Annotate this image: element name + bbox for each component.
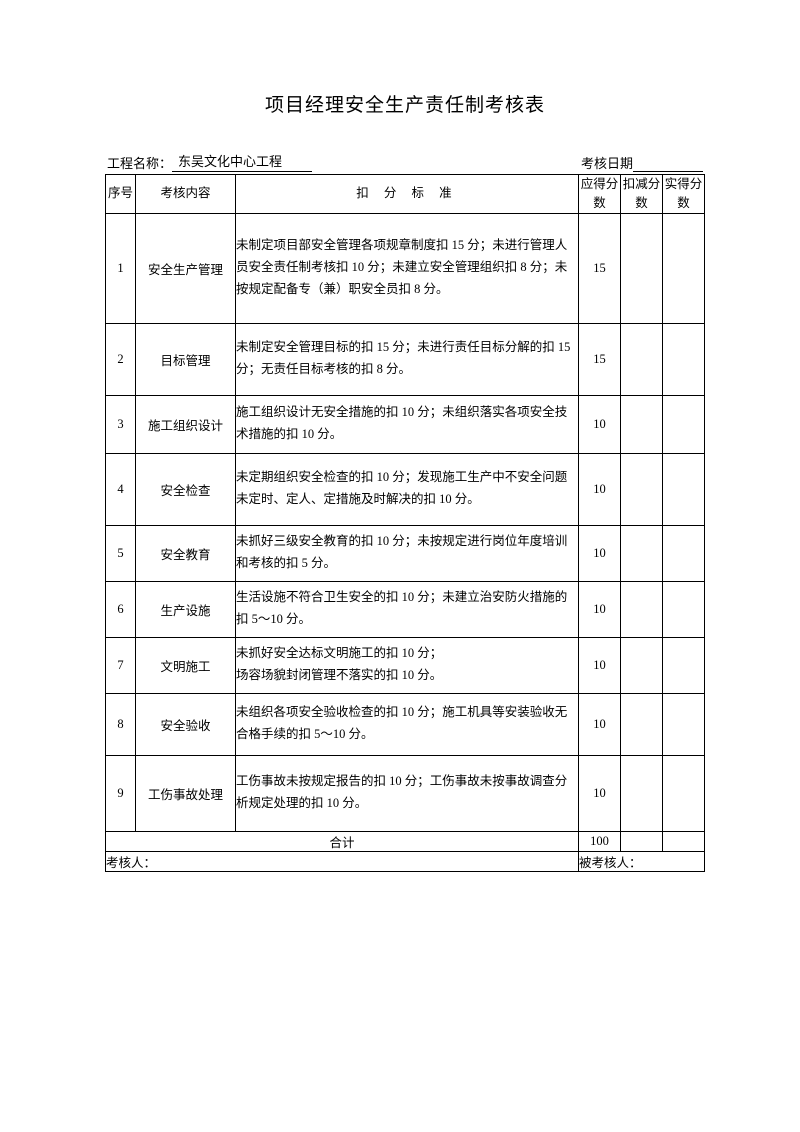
total-row: 合计 100 bbox=[106, 831, 705, 851]
item-cell: 工伤事故处理 bbox=[136, 755, 236, 831]
max-cell: 10 bbox=[579, 693, 621, 755]
item-cell: 安全生产管理 bbox=[136, 213, 236, 323]
header-ded: 扣减分数 bbox=[621, 175, 663, 214]
assessee-cell: 被考核人： bbox=[579, 851, 705, 871]
act-cell bbox=[663, 323, 705, 395]
act-cell bbox=[663, 637, 705, 693]
max-cell: 10 bbox=[579, 755, 621, 831]
act-cell bbox=[663, 693, 705, 755]
criteria-cell: 生活设施不符合卫生安全的扣 10 分；未建立治安防火措施的扣 5～10 分。 bbox=[236, 581, 579, 637]
ded-cell bbox=[621, 395, 663, 453]
ded-cell bbox=[621, 581, 663, 637]
table-row: 2目标管理未制定安全管理目标的扣 15 分；未进行责任目标分解的扣 15 分；无… bbox=[106, 323, 705, 395]
header-criteria: 扣 分 标 准 bbox=[236, 175, 579, 214]
total-label: 合计 bbox=[106, 831, 579, 851]
item-cell: 施工组织设计 bbox=[136, 395, 236, 453]
max-cell: 10 bbox=[579, 581, 621, 637]
ded-cell bbox=[621, 525, 663, 581]
seq-cell: 9 bbox=[106, 755, 136, 831]
seq-cell: 5 bbox=[106, 525, 136, 581]
criteria-cell: 未抓好三级安全教育的扣 10 分；未按规定进行岗位年度培训和考核的扣 5 分。 bbox=[236, 525, 579, 581]
max-cell: 10 bbox=[579, 453, 621, 525]
seq-cell: 8 bbox=[106, 693, 136, 755]
seq-cell: 7 bbox=[106, 637, 136, 693]
item-cell: 安全检查 bbox=[136, 453, 236, 525]
table-row: 4安全检查未定期组织安全检查的扣 10 分；发现施工生产中不安全问题未定时、定人… bbox=[106, 453, 705, 525]
max-cell: 10 bbox=[579, 395, 621, 453]
document-page: 项目经理安全生产责任制考核表 工程名称： 东吴文化中心工程 考核日期 序号 考核… bbox=[0, 0, 800, 932]
item-cell: 生产设施 bbox=[136, 581, 236, 637]
assess-date-label: 考核日期 bbox=[581, 153, 633, 172]
table-row: 7文明施工未抓好安全达标文明施工的扣 10 分；场容场貌封闭管理不落实的扣 10… bbox=[106, 637, 705, 693]
table-row: 8安全验收未组织各项安全验收检查的扣 10 分；施工机具等安装验收无合格手续的扣… bbox=[106, 693, 705, 755]
act-cell bbox=[663, 581, 705, 637]
act-cell bbox=[663, 213, 705, 323]
max-cell: 15 bbox=[579, 213, 621, 323]
table-body: 1安全生产管理未制定项目部安全管理各项规章制度扣 15 分；未进行管理人员安全责… bbox=[106, 213, 705, 831]
criteria-cell: 未制定项目部安全管理各项规章制度扣 15 分；未进行管理人员安全责任制考核扣 1… bbox=[236, 213, 579, 323]
assess-date-value bbox=[633, 159, 703, 172]
act-cell bbox=[663, 453, 705, 525]
signature-row: 考核人： 被考核人： bbox=[106, 851, 705, 871]
page-title: 项目经理安全生产责任制考核表 bbox=[105, 90, 705, 117]
ded-cell bbox=[621, 755, 663, 831]
total-value: 100 bbox=[579, 831, 621, 851]
criteria-cell: 未组织各项安全验收检查的扣 10 分；施工机具等安装验收无合格手续的扣 5～10… bbox=[236, 693, 579, 755]
header-item: 考核内容 bbox=[136, 175, 236, 214]
max-cell: 10 bbox=[579, 637, 621, 693]
total-ded-cell bbox=[621, 831, 663, 851]
item-cell: 安全教育 bbox=[136, 525, 236, 581]
assess-date-field: 考核日期 bbox=[581, 151, 703, 172]
table-row: 3施工组织设计施工组织设计无安全措施的扣 10 分；未组织落实各项安全技术措施的… bbox=[106, 395, 705, 453]
seq-cell: 3 bbox=[106, 395, 136, 453]
act-cell bbox=[663, 525, 705, 581]
header-seq: 序号 bbox=[106, 175, 136, 214]
table-header: 序号 考核内容 扣 分 标 准 应得分数 扣减分数 实得分数 bbox=[106, 175, 705, 214]
header-max: 应得分数 bbox=[579, 175, 621, 214]
seq-cell: 2 bbox=[106, 323, 136, 395]
criteria-cell: 未抓好安全达标文明施工的扣 10 分；场容场貌封闭管理不落实的扣 10 分。 bbox=[236, 637, 579, 693]
seq-cell: 6 bbox=[106, 581, 136, 637]
item-cell: 文明施工 bbox=[136, 637, 236, 693]
ded-cell bbox=[621, 453, 663, 525]
ded-cell bbox=[621, 213, 663, 323]
assessment-table: 序号 考核内容 扣 分 标 准 应得分数 扣减分数 实得分数 1安全生产管理未制… bbox=[105, 174, 705, 872]
project-name-value: 东吴文化中心工程 bbox=[172, 151, 312, 172]
criteria-cell: 施工组织设计无安全措施的扣 10 分；未组织落实各项安全技术措施的扣 10 分。 bbox=[236, 395, 579, 453]
ded-cell bbox=[621, 323, 663, 395]
criteria-cell: 工伤事故未按规定报告的扣 10 分；工伤事故未按事故调查分析规定处理的扣 10 … bbox=[236, 755, 579, 831]
table-row: 9工伤事故处理工伤事故未按规定报告的扣 10 分；工伤事故未按事故调查分析规定处… bbox=[106, 755, 705, 831]
criteria-cell: 未制定安全管理目标的扣 15 分；未进行责任目标分解的扣 15 分；无责任目标考… bbox=[236, 323, 579, 395]
act-cell bbox=[663, 755, 705, 831]
seq-cell: 1 bbox=[106, 213, 136, 323]
item-cell: 目标管理 bbox=[136, 323, 236, 395]
project-name-label: 工程名称： bbox=[107, 153, 172, 172]
ded-cell bbox=[621, 637, 663, 693]
criteria-cell: 未定期组织安全检查的扣 10 分；发现施工生产中不安全问题未定时、定人、定措施及… bbox=[236, 453, 579, 525]
max-cell: 15 bbox=[579, 323, 621, 395]
max-cell: 10 bbox=[579, 525, 621, 581]
assessor-cell: 考核人： bbox=[106, 851, 579, 871]
table-row: 6生产设施生活设施不符合卫生安全的扣 10 分；未建立治安防火措施的扣 5～10… bbox=[106, 581, 705, 637]
act-cell bbox=[663, 395, 705, 453]
ded-cell bbox=[621, 693, 663, 755]
header-act: 实得分数 bbox=[663, 175, 705, 214]
info-row: 工程名称： 东吴文化中心工程 考核日期 bbox=[105, 151, 705, 172]
seq-cell: 4 bbox=[106, 453, 136, 525]
total-act-cell bbox=[663, 831, 705, 851]
item-cell: 安全验收 bbox=[136, 693, 236, 755]
project-name-field: 工程名称： 东吴文化中心工程 bbox=[107, 151, 312, 172]
table-row: 5安全教育未抓好三级安全教育的扣 10 分；未按规定进行岗位年度培训和考核的扣 … bbox=[106, 525, 705, 581]
table-row: 1安全生产管理未制定项目部安全管理各项规章制度扣 15 分；未进行管理人员安全责… bbox=[106, 213, 705, 323]
